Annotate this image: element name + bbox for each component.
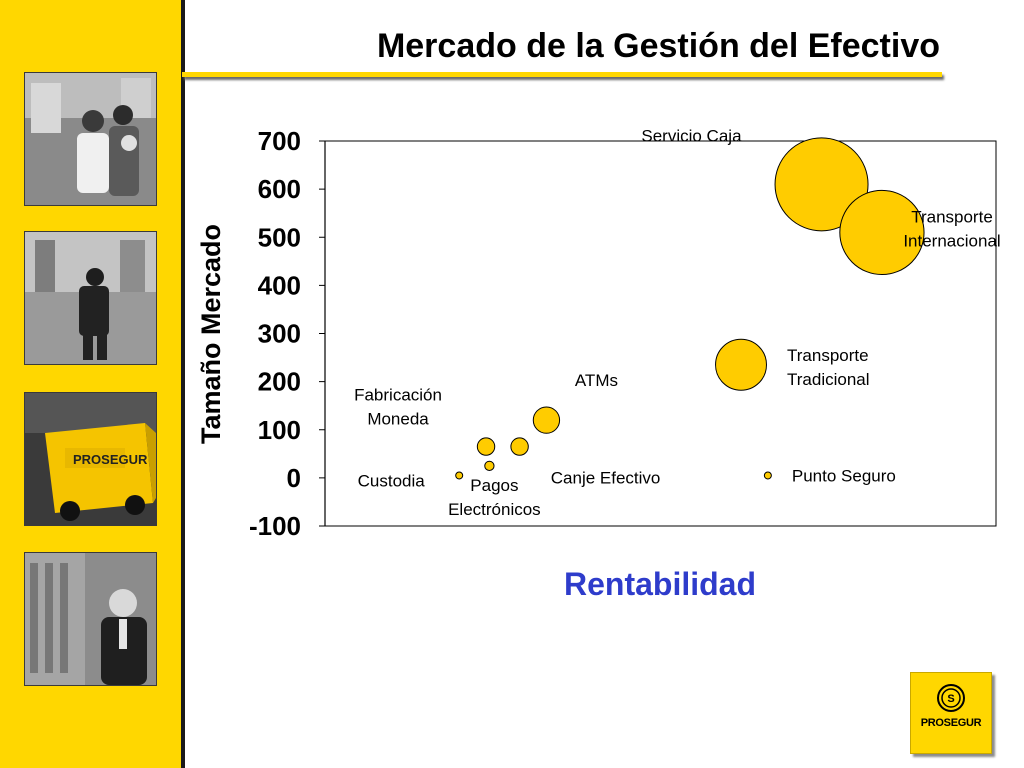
y-tick-label: 600: [258, 174, 301, 204]
guard-photo: [24, 231, 157, 365]
bubble-point: [839, 189, 925, 276]
title-underline: [182, 72, 942, 77]
y-tick-label: 300: [258, 319, 301, 349]
data-label: Pagos Electrónicos: [448, 476, 541, 519]
y-tick-label: 100: [258, 415, 301, 445]
y-tick-label: -100: [249, 511, 301, 541]
data-label: Transporte Internacional: [903, 207, 1000, 250]
bubble-point: [455, 471, 464, 480]
bubble-point: [476, 437, 496, 456]
data-label: Fabricación Moneda: [354, 386, 442, 429]
slide-title: Mercado de la Gestión del Efectivo: [376, 27, 940, 65]
y-tick-label: 700: [258, 126, 301, 156]
bubble-point: [532, 406, 561, 434]
y-tick-label: 400: [258, 270, 301, 300]
bubble-point: [763, 471, 772, 480]
x-axis-title: Rentabilidad: [564, 566, 756, 602]
prosegur-emblem-icon: S: [937, 684, 965, 712]
businessman-photo: [24, 552, 157, 686]
data-label: ATMs: [575, 371, 618, 390]
left-band-divider: [181, 0, 185, 768]
bubble-point: [774, 137, 869, 232]
y-axis-title: Tamaño Mercado: [196, 224, 226, 444]
data-label: Transporte Tradicional: [787, 346, 870, 389]
y-tick-label: 0: [287, 463, 301, 493]
svg-text:PROSEGUR: PROSEGUR: [73, 452, 148, 467]
y-tick-label: 500: [258, 222, 301, 252]
data-label: Punto Seguro: [792, 466, 896, 485]
data-label: Custodia: [358, 471, 426, 490]
bubble-point: [510, 437, 529, 456]
bubble-point: [484, 460, 495, 471]
y-tick-label: 200: [258, 367, 301, 397]
bubble-point: [715, 338, 767, 391]
svg-text:S: S: [947, 693, 954, 705]
logo-text: PROSEGUR: [920, 717, 982, 729]
prosegur-logo: S PROSEGUR: [910, 672, 992, 754]
family-photo: [24, 72, 157, 206]
armored-truck-photo: PROSEGUR: [24, 392, 157, 526]
data-label: Canje Efectivo: [551, 469, 661, 488]
data-label: Servicio Caja: [641, 126, 742, 145]
